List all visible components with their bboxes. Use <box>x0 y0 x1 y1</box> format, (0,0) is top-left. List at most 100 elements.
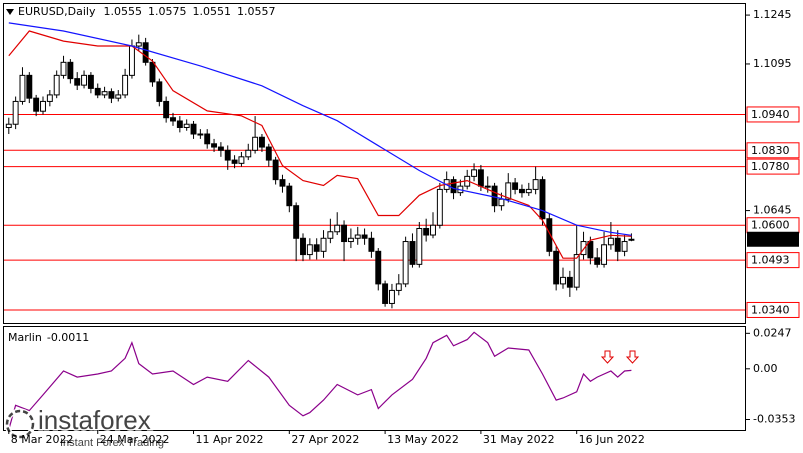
y-tick-label: 0.00 <box>753 362 778 375</box>
level-label: 1.0780 <box>751 160 790 173</box>
y-tick-label: 1.1245 <box>753 8 792 21</box>
candle-body <box>183 123 190 128</box>
candle-body <box>484 185 491 188</box>
y-tick-label: -0.0353 <box>753 413 795 426</box>
candle-body <box>149 61 156 83</box>
candle-body <box>231 159 238 164</box>
candle-body <box>46 94 53 102</box>
watermark: instaforex Instant Forex Trading <box>4 403 165 450</box>
candle-body <box>33 97 40 112</box>
level-label: 1.0600 <box>751 219 790 232</box>
signal-arrow <box>600 350 615 364</box>
x-tick-label: 11 Apr 2022 <box>196 433 264 446</box>
candle-body <box>12 100 19 125</box>
last-price-label: 1.0557 <box>751 233 790 246</box>
last-close: 1.0557 <box>237 5 276 18</box>
candle-body <box>67 61 74 80</box>
overlay: EURUSD,Daily 1.0555 1.0575 1.0551 1.0557 Mar… <box>4 5 800 450</box>
x-tick-label: 13 May 2022 <box>387 433 459 446</box>
indicator-header: Marlin -0.0011 <box>8 331 89 344</box>
candle-body <box>60 61 67 76</box>
candle-body <box>142 42 149 63</box>
candle-body <box>601 244 608 265</box>
level-label: 1.0493 <box>751 254 790 267</box>
candle-body <box>313 244 320 252</box>
candle-body <box>204 133 211 145</box>
candle-body <box>395 283 402 291</box>
candle-body <box>477 169 484 187</box>
candle-body <box>546 218 553 252</box>
candle-body <box>217 146 224 151</box>
candle-body <box>621 241 628 252</box>
marks <box>4 22 745 430</box>
candle-body <box>190 123 197 135</box>
last-low: 1.0551 <box>192 5 231 18</box>
candle-body <box>525 188 532 194</box>
candle-body <box>94 87 101 96</box>
x-tick-label: 31 May 2022 <box>483 433 555 446</box>
x-tick-label: 8 Mar 2022 <box>11 433 74 446</box>
candle-body <box>135 42 142 47</box>
indicator-line <box>8 331 632 430</box>
y-tick-label: 0.0247 <box>753 326 792 339</box>
candle-body <box>560 276 566 285</box>
chart-header: EURUSD,Daily 1.0555 1.0575 1.0551 1.0557 <box>18 5 275 18</box>
indicator-value: -0.0011 <box>47 331 89 344</box>
candle-body <box>272 159 279 181</box>
candle-body <box>286 185 293 207</box>
candle-body <box>347 237 354 243</box>
candle-body <box>224 149 231 161</box>
candle-body <box>491 185 498 207</box>
candle-body <box>327 231 334 239</box>
menu-arrow <box>6 9 14 15</box>
candle-body <box>197 133 204 136</box>
level-label: 1.0940 <box>751 108 790 121</box>
candle-body <box>512 182 519 190</box>
candle-body <box>573 254 580 288</box>
candle-body <box>587 241 594 259</box>
indicator-name: Marlin <box>8 331 42 344</box>
candle-body <box>375 250 382 285</box>
candle-body <box>628 238 635 241</box>
last-open: 1.0555 <box>103 5 142 18</box>
x-tick-label: 16 Jun 2022 <box>579 433 645 446</box>
candle-body <box>450 179 457 194</box>
candle-body <box>498 198 505 207</box>
candle-body <box>334 224 341 233</box>
candle-body <box>245 149 252 158</box>
indicator-frame <box>3 326 746 431</box>
level-label: 1.0830 <box>751 144 790 157</box>
candle-body <box>122 74 129 96</box>
candle-body <box>368 237 375 252</box>
candle-body <box>258 136 265 148</box>
candle-body <box>211 143 218 148</box>
candle-body <box>19 74 26 102</box>
level-label-box <box>746 252 800 269</box>
candle-body <box>361 234 368 239</box>
y-tick-label: 1.0645 <box>753 204 792 217</box>
candle-body <box>163 100 170 119</box>
candle-body <box>471 169 478 177</box>
last-high: 1.0575 <box>148 5 187 18</box>
candle-body <box>101 91 108 96</box>
last-price-box <box>747 231 799 247</box>
level-label-box <box>746 301 800 318</box>
candle-body <box>40 100 46 112</box>
candle-body <box>566 276 573 288</box>
candle-body <box>53 74 60 96</box>
x-tick-label: 27 Apr 2022 <box>291 433 359 446</box>
candle-body <box>279 179 286 187</box>
candle-body <box>26 74 33 99</box>
candle-body <box>170 117 176 122</box>
level-label-box <box>746 142 800 159</box>
candle-body <box>416 228 423 265</box>
level-label: 1.0340 <box>751 303 790 316</box>
candle-body <box>265 146 272 161</box>
candle-body <box>532 179 539 190</box>
level-label-box <box>746 106 800 123</box>
candle-body <box>320 237 327 252</box>
candle-body <box>5 123 12 128</box>
candle-body <box>306 244 313 256</box>
